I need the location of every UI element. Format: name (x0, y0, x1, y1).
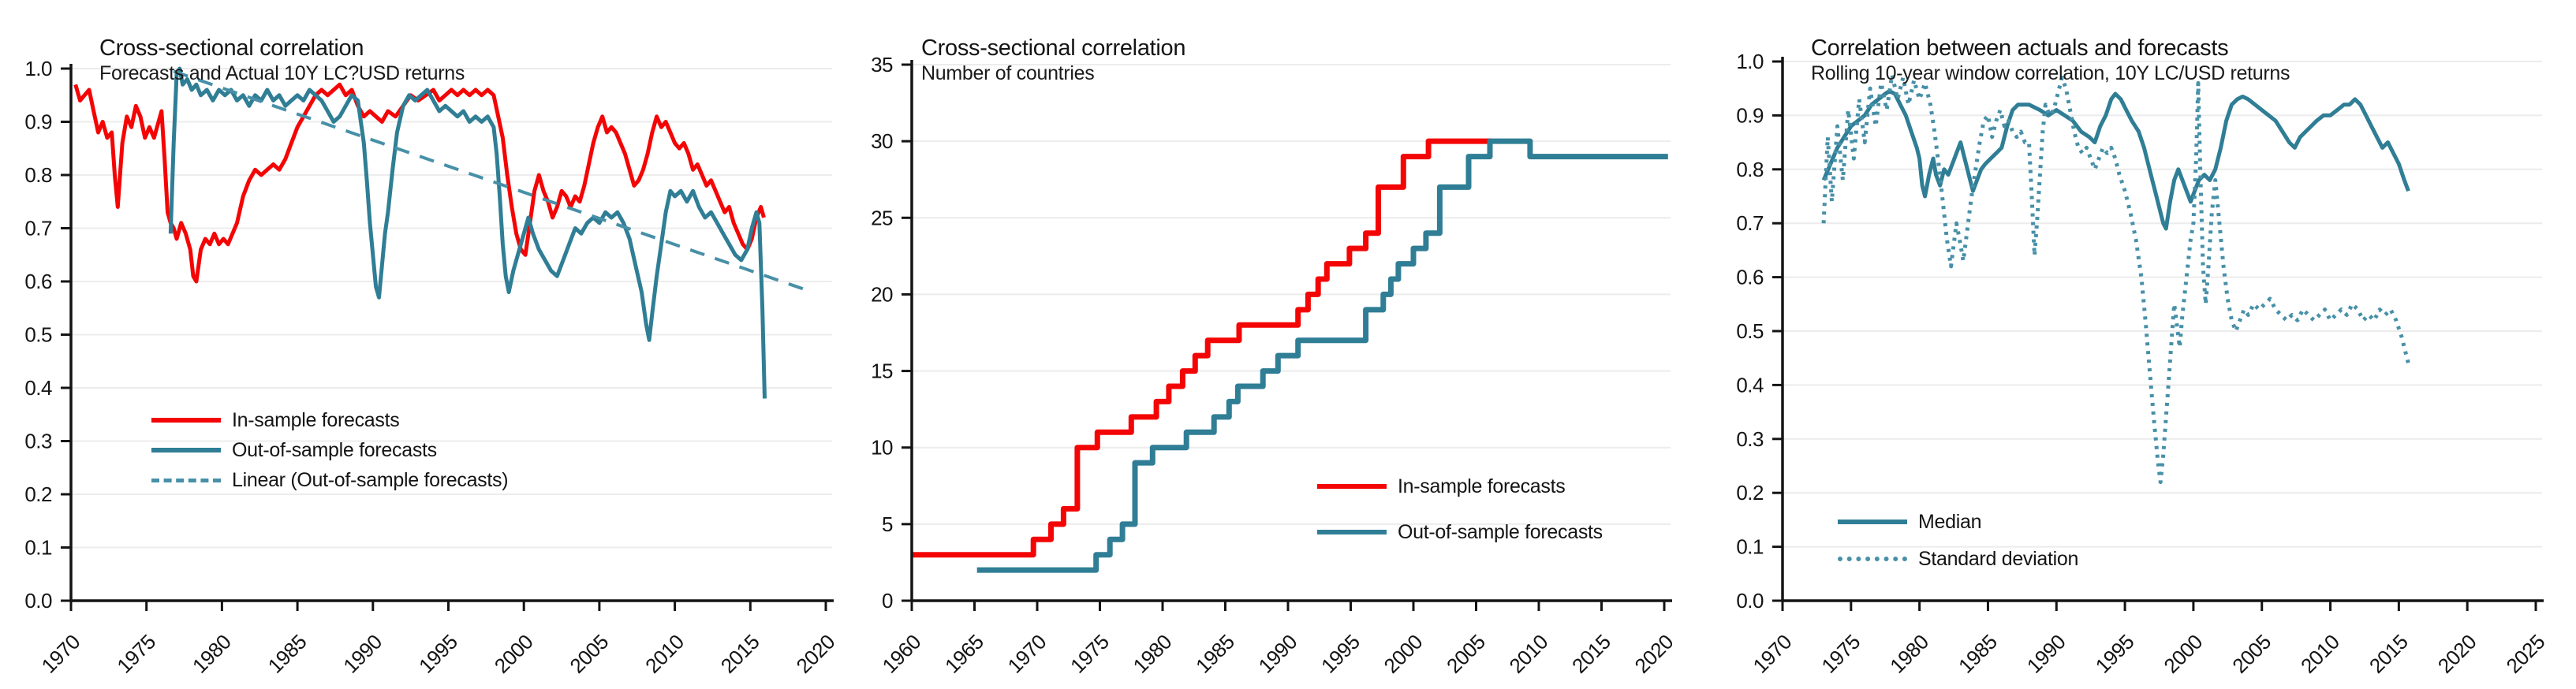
svg-text:2020: 2020 (2433, 630, 2481, 678)
actuals-vs-forecasts-plot: 1970 1975 1980 1985 1990 1995 2000 2005 2010 2015… (1736, 50, 2550, 678)
svg-text:5: 5 (882, 512, 893, 536)
forecast-correlation-plot: 1970 1975 1980 1985 1990 1995 2000 2005 2010 2015… (24, 57, 840, 678)
svg-text:0.7: 0.7 (24, 217, 52, 240)
svg-text:15: 15 (871, 359, 893, 383)
svg-text:2015: 2015 (1567, 630, 1615, 678)
svg-text:0.8: 0.8 (1736, 158, 1764, 181)
svg-text:2000: 2000 (1379, 630, 1428, 678)
svg-text:30: 30 (871, 129, 893, 153)
teal-solid-line-swatch-icon (1838, 520, 1907, 524)
svg-text:2020: 2020 (792, 630, 840, 678)
svg-text:0.5: 0.5 (24, 323, 52, 347)
teal-solid-line-swatch-icon (151, 448, 221, 453)
svg-text:0.4: 0.4 (24, 376, 52, 400)
svg-text:1995: 1995 (2091, 630, 2139, 678)
legend-label: Out-of-sample forecasts (232, 438, 437, 461)
svg-text:2020: 2020 (1630, 630, 1672, 678)
svg-text:2015: 2015 (2365, 630, 2413, 678)
svg-text:1985: 1985 (263, 630, 312, 678)
svg-text:1995: 1995 (414, 630, 462, 678)
legend-item: Linear (Out-of-sample forecasts) (151, 468, 509, 492)
chart-panel-actuals-vs-forecasts-correlation: 1970 1975 1980 1985 1990 1995 2000 2005 2010 2015… (1672, 0, 2576, 689)
legend: In-sample forecasts Out-of-sample foreca… (1317, 475, 1603, 566)
svg-text:1965: 1965 (940, 630, 988, 678)
svg-text:1975: 1975 (112, 630, 160, 678)
svg-text:0.0: 0.0 (1736, 589, 1764, 613)
svg-text:0.0: 0.0 (24, 589, 52, 613)
svg-text:0.1: 0.1 (24, 536, 52, 560)
svg-text:2005: 2005 (1442, 630, 1490, 678)
svg-text:0.1: 0.1 (1736, 535, 1764, 559)
legend-label: In-sample forecasts (1398, 475, 1566, 497)
svg-text:1975: 1975 (1816, 630, 1865, 678)
svg-text:1990: 1990 (2022, 630, 2070, 678)
svg-text:25: 25 (871, 206, 893, 229)
svg-text:2010: 2010 (2296, 630, 2344, 678)
teal-dashed-line-swatch-icon (151, 478, 221, 482)
svg-text:35: 35 (871, 53, 893, 76)
svg-text:0.2: 0.2 (24, 482, 52, 506)
svg-text:1970: 1970 (1003, 630, 1051, 678)
legend-item: Median (1838, 510, 2078, 534)
chart-panel-forecast-correlation: 1970 1975 1980 1985 1990 1995 2000 2005 2010 2015… (0, 0, 852, 689)
svg-text:0.8: 0.8 (24, 163, 52, 187)
svg-text:1975: 1975 (1066, 630, 1114, 678)
legend: In-sample forecasts Out-of-sample foreca… (151, 408, 509, 498)
red-solid-line-swatch-icon (151, 418, 221, 423)
svg-text:1990: 1990 (1254, 630, 1302, 678)
svg-text:2010: 2010 (640, 630, 689, 678)
svg-text:1990: 1990 (338, 630, 386, 678)
svg-text:1985: 1985 (1191, 630, 1239, 678)
legend-item: Standard deviation (1838, 547, 2078, 571)
svg-text:2000: 2000 (2159, 630, 2207, 678)
svg-text:1970: 1970 (1749, 630, 1797, 678)
svg-text:1980: 1980 (1129, 630, 1177, 678)
svg-text:0.6: 0.6 (24, 270, 52, 293)
legend-label: Standard deviation (1918, 547, 2079, 570)
svg-text:2005: 2005 (565, 630, 613, 678)
svg-text:2000: 2000 (490, 630, 538, 678)
svg-text:1980: 1980 (188, 630, 236, 678)
svg-text:0.3: 0.3 (1736, 427, 1764, 451)
svg-text:0.2: 0.2 (1736, 481, 1764, 505)
svg-text:10: 10 (871, 436, 893, 460)
svg-text:1980: 1980 (1885, 630, 1933, 678)
svg-text:1.0: 1.0 (1736, 50, 1764, 73)
svg-text:1970: 1970 (37, 630, 85, 678)
svg-text:0.9: 0.9 (1736, 103, 1764, 127)
svg-text:1960: 1960 (878, 630, 926, 678)
number-of-countries-plot: 1960 1965 1970 1975 1980 1985 1990 1995 2000 2005… (871, 53, 1672, 678)
legend-item: In-sample forecasts (1317, 475, 1603, 498)
legend-label: Linear (Out-of-sample forecasts) (232, 468, 509, 491)
svg-text:0.4: 0.4 (1736, 373, 1764, 397)
svg-text:0.5: 0.5 (1736, 319, 1764, 343)
chart-panel-number-of-countries: 1960 1965 1970 1975 1980 1985 1990 1995 2000 2005… (852, 0, 1672, 689)
svg-text:1995: 1995 (1316, 630, 1365, 678)
svg-text:1.0: 1.0 (24, 57, 52, 80)
svg-text:0.6: 0.6 (1736, 266, 1764, 289)
svg-text:0: 0 (882, 589, 893, 613)
legend-label: Median (1918, 510, 1982, 533)
legend-item: Out-of-sample forecasts (151, 438, 508, 462)
svg-text:0.3: 0.3 (24, 430, 52, 453)
svg-text:2010: 2010 (1505, 630, 1553, 678)
legend-item: Out-of-sample forecasts (1317, 520, 1603, 544)
legend: Median Standard deviation (1838, 510, 2078, 584)
svg-text:0.9: 0.9 (24, 110, 52, 134)
svg-text:2025: 2025 (2502, 630, 2550, 678)
svg-text:1985: 1985 (1954, 630, 2002, 678)
svg-text:20: 20 (871, 282, 893, 306)
svg-text:2005: 2005 (2227, 630, 2275, 678)
svg-text:0.7: 0.7 (1736, 211, 1764, 235)
legend-item: In-sample forecasts (151, 408, 508, 432)
red-solid-line-swatch-icon (1317, 484, 1387, 489)
legend-label: Out-of-sample forecasts (1398, 520, 1603, 543)
legend-label: In-sample forecasts (232, 408, 400, 431)
svg-text:2015: 2015 (716, 630, 764, 678)
teal-solid-line-swatch-icon (1317, 530, 1387, 534)
teal-dotted-line-swatch-icon (1838, 557, 1907, 561)
